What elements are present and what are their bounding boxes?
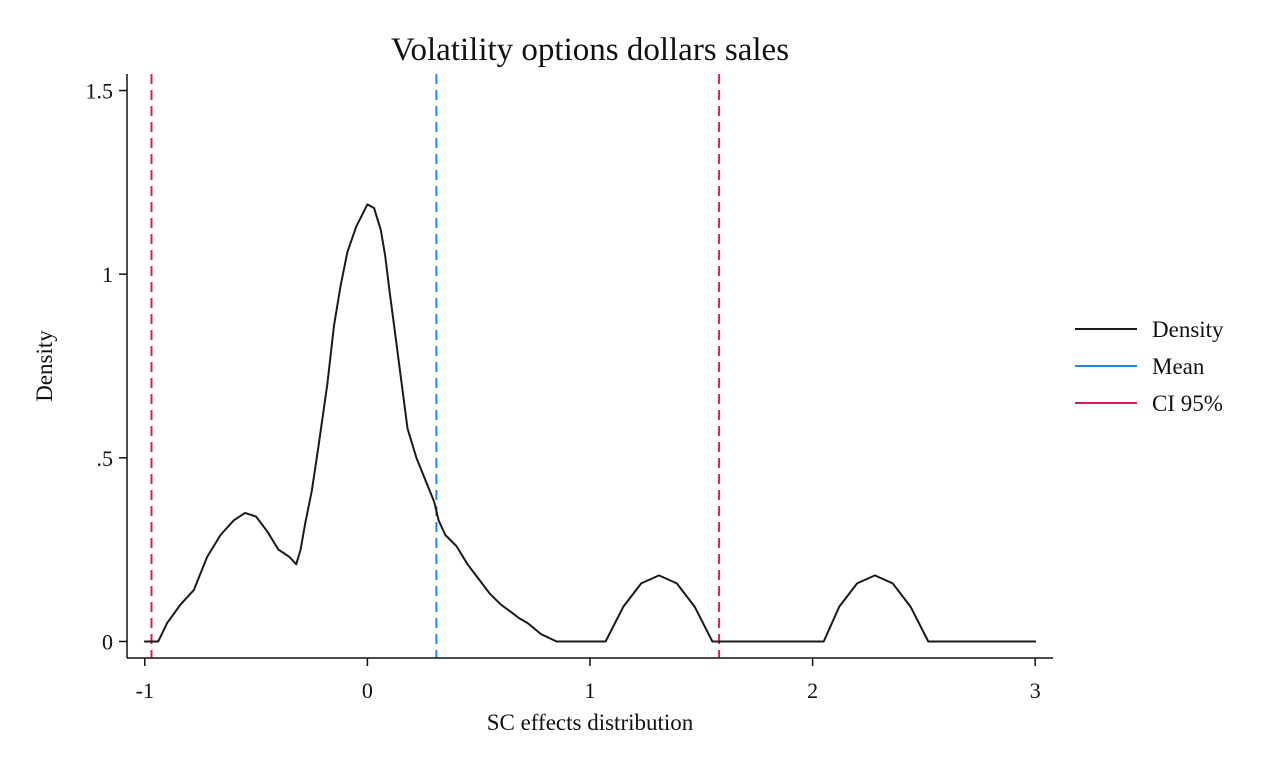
plot-lines [143,74,1037,658]
x-tick-label: 0 [362,678,373,703]
x-tick-label: 3 [1030,678,1041,703]
legend-ci-label: CI 95% [1152,391,1223,416]
y-tick-label: 0 [102,629,113,654]
x-axis-label: SC effects distribution [487,710,694,735]
legend: Density Mean CI 95% [1075,317,1224,416]
x-tick-label: 1 [585,678,596,703]
y-tick-label: 1.5 [86,79,114,104]
x-tick-label: 2 [807,678,818,703]
y-ticks: 0 .5 1 1.5 [86,79,127,654]
legend-mean-label: Mean [1152,354,1205,379]
x-ticks: -1 0 1 2 3 [136,658,1041,703]
y-tick-label: 1 [102,262,113,287]
chart-title: Volatility options dollars sales [391,32,789,68]
y-tick-label: .5 [97,446,114,471]
x-tick-label: -1 [136,678,154,703]
density-curve [143,203,1037,643]
y-axis-label: Density [32,330,57,402]
legend-density-label: Density [1152,317,1224,342]
